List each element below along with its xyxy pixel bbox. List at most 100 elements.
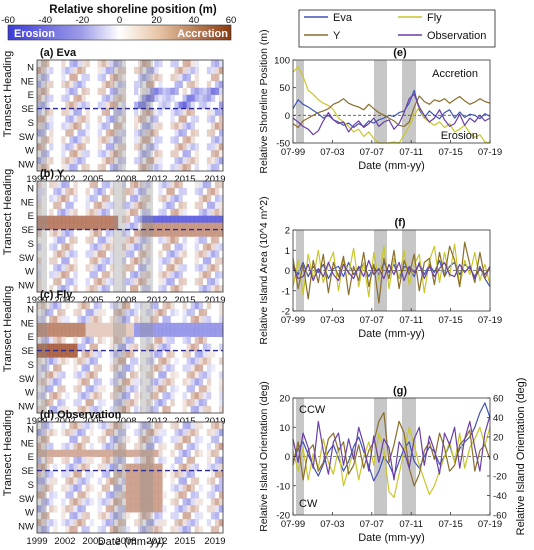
heatmap-cell — [109, 512, 115, 520]
heatmap-cell — [37, 271, 42, 279]
heatmap-cell — [61, 271, 66, 279]
heatmap-cell — [85, 150, 90, 158]
year-label: 2012 — [146, 416, 167, 427]
heatmap-cell — [121, 364, 127, 372]
heatmap-cell — [125, 222, 131, 230]
heatmap-cell — [194, 498, 200, 506]
heatmap-cell — [154, 364, 159, 372]
y2-axis-label: Relative Island Orientation (deg) — [515, 378, 527, 536]
heatmap-cell — [109, 526, 115, 534]
heatmap-cell — [138, 187, 143, 196]
heatmap-cell — [194, 80, 200, 89]
heatmap-cell — [174, 264, 179, 272]
heatmap-cell — [210, 498, 216, 506]
heatmap-cell — [174, 181, 179, 189]
heatmap-cell — [109, 378, 115, 386]
heatmap-cell — [138, 80, 143, 89]
heatmap-cell — [49, 350, 54, 358]
heatmap-cell — [158, 108, 163, 116]
heatmap-cell — [49, 302, 54, 310]
heatmap-cell — [69, 278, 74, 286]
heatmap-cell — [150, 164, 155, 172]
heatmap-cell — [206, 357, 212, 365]
heatmap-cell — [130, 449, 135, 457]
heatmap-cell — [162, 315, 167, 324]
heatmap-cell — [49, 115, 54, 123]
heatmap-cell — [194, 315, 200, 324]
heatmap-cell — [41, 222, 46, 230]
heatmap-cell — [158, 484, 163, 492]
heatmap-cell — [117, 406, 123, 414]
heatmap-cell — [190, 378, 195, 386]
heatmap-cell — [89, 422, 94, 430]
heatmap-cell — [125, 491, 131, 499]
heatmap-cell — [166, 236, 171, 244]
heatmap-cell — [57, 322, 62, 331]
heatmap-cell — [158, 357, 163, 365]
heatmap-cell — [146, 449, 151, 457]
heatmap-cell — [61, 484, 66, 492]
y-tick-label: 2 — [285, 226, 290, 237]
heatmap-cell — [138, 329, 143, 337]
heatmap-cell — [85, 498, 90, 506]
heatmap-cell — [130, 278, 135, 286]
heatmap-cell — [65, 129, 70, 137]
heatmap-cell — [138, 315, 143, 324]
heatmap-cell — [218, 302, 224, 310]
heatmap-cell — [218, 322, 224, 331]
heatmap-cell — [69, 512, 74, 520]
heatmap-cell — [73, 322, 78, 331]
heatmap-cell — [113, 456, 119, 464]
heatmap-cell — [53, 315, 58, 324]
heatmap-cell — [81, 477, 86, 485]
heatmap-cell — [178, 194, 183, 203]
heatmap-cell — [105, 157, 111, 165]
heatmap-cell — [186, 442, 191, 451]
heatmap-cell — [101, 470, 107, 478]
heatmap-cell — [130, 329, 135, 337]
heatmap-cell — [130, 222, 135, 230]
heatmap-cell — [214, 505, 220, 513]
heatmap-cell — [101, 201, 107, 210]
y2-tick-label: -20 — [493, 472, 507, 483]
heatmap-cell — [53, 201, 58, 210]
heatmap-cell — [57, 208, 62, 216]
heatmap-cell — [190, 519, 195, 527]
heatmap-cell — [146, 442, 151, 451]
heatmap-cell — [49, 229, 54, 237]
heatmap-cell — [138, 201, 143, 210]
heatmap-cell — [45, 371, 50, 379]
heatmap-cell — [142, 101, 147, 109]
heatmap-cell — [130, 350, 135, 358]
heatmap-cell — [45, 87, 50, 95]
heatmap-cell — [202, 222, 208, 230]
heatmap-cell — [37, 378, 42, 386]
heatmap-cell — [49, 315, 54, 324]
heatmap-cell — [138, 512, 143, 520]
heatmap-cell — [190, 422, 195, 430]
heatmap-cell — [186, 150, 191, 158]
heatmap-cell — [101, 194, 107, 203]
heatmap-cell — [65, 187, 70, 196]
heatmap-cell — [97, 187, 102, 196]
heatmap-cell — [194, 250, 200, 258]
heatmap-cell — [214, 271, 220, 279]
heatmap-cell — [41, 350, 46, 358]
heatmap-cell — [162, 243, 167, 251]
heatmap-cell — [97, 143, 102, 151]
heading-label: W — [25, 267, 34, 278]
heatmap-cell — [41, 399, 46, 407]
heatmap-cell — [174, 519, 179, 527]
heatmap-cell — [142, 329, 147, 337]
heatmap-cell — [49, 136, 54, 144]
heatmap-cell — [202, 336, 208, 344]
heatmap-cell — [121, 470, 127, 478]
heatmap-cell — [178, 285, 183, 293]
heatmap-cell — [150, 87, 155, 95]
heatmap-cell — [158, 491, 163, 499]
heatmap-cell — [121, 308, 127, 317]
heatmap-cell — [97, 526, 102, 534]
x-tick-label: 07-99 — [281, 519, 305, 530]
heatmap-cell — [57, 201, 62, 210]
heatmap-cell — [138, 456, 143, 464]
